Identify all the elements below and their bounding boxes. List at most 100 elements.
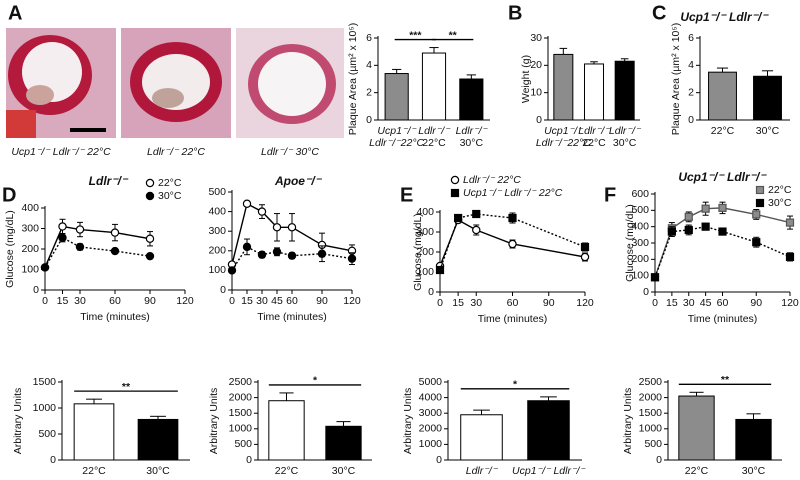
x-tick-label: Ldlr⁻/⁻22°C xyxy=(536,137,591,149)
panel-letter: B xyxy=(508,2,522,24)
legend-marker xyxy=(450,175,460,185)
y-tick-label: 0 xyxy=(246,454,252,466)
chart-title: Ucp1⁻/⁻ Ldlr⁻/⁻ xyxy=(680,10,769,24)
marker xyxy=(580,242,590,252)
marker xyxy=(580,252,590,262)
marker xyxy=(472,209,481,219)
x-axis-label: Time (minutes) xyxy=(257,311,327,323)
x-tick-label: 0 xyxy=(42,295,48,307)
bar xyxy=(614,60,635,121)
x-axis-label: Time (minutes) xyxy=(478,313,548,325)
y-tick-label: 1500 xyxy=(33,376,57,388)
y-tick-label: 1500 xyxy=(229,407,253,419)
x-tick-label: Ldlr⁻/⁻ xyxy=(466,465,499,477)
marker xyxy=(110,228,120,237)
y-tick-label: 30 xyxy=(530,32,542,44)
y-tick-label: 200 xyxy=(21,243,39,255)
y-tick-label: 0 xyxy=(643,286,649,298)
y-tick-label: 400 xyxy=(416,206,434,218)
marker xyxy=(472,225,481,235)
y-tick-label: 6 xyxy=(366,32,372,44)
bar xyxy=(459,78,484,121)
marker xyxy=(684,225,693,235)
marker xyxy=(287,251,297,260)
marker xyxy=(145,251,155,261)
y-tick-label: 1000 xyxy=(33,402,57,414)
image-caption: Ldlr⁻/⁻ 22°C xyxy=(147,146,205,158)
bar xyxy=(268,400,305,461)
y-tick-label: 300 xyxy=(416,226,434,238)
x-tick-label: 30°C xyxy=(146,465,170,477)
marker xyxy=(58,233,67,242)
image-caption: Ucp1⁻/⁻ Ldlr⁻/⁻ 22°C xyxy=(11,146,111,158)
x-tick-label: 120 xyxy=(343,295,361,307)
y-axis-label: Plaque Area (µm² x 10⁵) xyxy=(347,23,359,136)
bar xyxy=(708,71,737,121)
panel-letter: F xyxy=(604,184,616,206)
x-tick-label: 30°C xyxy=(332,465,356,477)
y-tick-label: 2 xyxy=(688,86,694,98)
x-tick-label: 15 xyxy=(452,297,464,309)
y-tick-label: 1000 xyxy=(229,423,253,435)
y-tick-label: 20 xyxy=(530,59,542,71)
y-tick-label: 0 xyxy=(656,454,662,466)
marker xyxy=(650,273,660,282)
x-tick-label: 22°C xyxy=(275,465,299,477)
y-tick-label: 1000 xyxy=(639,423,663,435)
legend-marker xyxy=(755,198,765,208)
series-line xyxy=(44,225,151,268)
y-axis-label: Weight (g) xyxy=(520,55,532,103)
y-tick-label: 0 xyxy=(50,454,56,466)
marker xyxy=(684,212,693,221)
y-tick-label: 4 xyxy=(366,59,372,71)
bar xyxy=(583,63,605,121)
significance-label: ** xyxy=(122,381,131,393)
y-tick-label: 100 xyxy=(416,266,434,278)
bar xyxy=(527,400,570,461)
y-tick-label: 600 xyxy=(631,188,649,200)
x-tick-label: 22°C xyxy=(711,125,735,137)
marker xyxy=(701,204,710,213)
x-tick-label: 30°C xyxy=(756,125,780,137)
x-tick-label: 45 xyxy=(700,297,712,309)
marker xyxy=(227,266,237,275)
y-tick-label: 500 xyxy=(234,438,252,450)
legend-label: 22°C xyxy=(158,177,182,189)
x-tick-label: 15 xyxy=(241,295,253,307)
marker xyxy=(110,246,120,256)
marker xyxy=(785,252,795,261)
y-tick-label: 0 xyxy=(220,284,226,296)
legend-label: Ucp1⁻/⁻ Ldlr⁻/⁻ 22°C xyxy=(463,187,563,199)
legend-marker xyxy=(145,178,155,188)
marker xyxy=(752,210,761,219)
legend-label: 30°C xyxy=(158,190,182,202)
x-tick-label: Ldlr⁻/⁻ xyxy=(578,125,611,137)
histology-image xyxy=(236,28,344,138)
y-axis-label: Glucose (mg/dL) xyxy=(4,210,16,288)
y-axis-label: Arbitrary Units xyxy=(12,388,24,455)
y-tick-label: 300 xyxy=(631,237,649,249)
x-tick-label: 90 xyxy=(750,297,762,309)
y-tick-label: 2500 xyxy=(639,376,663,388)
bar xyxy=(73,403,115,461)
x-tick-label: Ucp1⁻/⁻ Ldlr⁻/⁻ xyxy=(512,465,586,477)
x-tick-label: 60 xyxy=(507,297,519,309)
marker xyxy=(718,227,727,236)
marker xyxy=(317,249,327,258)
x-tick-label: 30°C xyxy=(742,465,766,477)
y-tick-label: 100 xyxy=(21,263,39,275)
marker xyxy=(752,238,761,247)
marker xyxy=(435,265,445,275)
marker xyxy=(272,223,282,232)
marker xyxy=(785,218,795,227)
y-tick-label: 500 xyxy=(38,428,56,440)
x-tick-label: Ldlr⁻/⁻ xyxy=(418,125,451,137)
y-tick-label: 300 xyxy=(208,225,226,237)
series-line xyxy=(44,236,151,268)
histology-image xyxy=(121,28,231,138)
x-tick-label: Ucp1⁻/⁻ xyxy=(377,125,417,137)
y-tick-label: 6 xyxy=(688,32,694,44)
marker xyxy=(242,199,252,208)
x-tick-label: 60 xyxy=(109,295,121,307)
chart-title: Apoe⁻/⁻ xyxy=(274,174,323,188)
